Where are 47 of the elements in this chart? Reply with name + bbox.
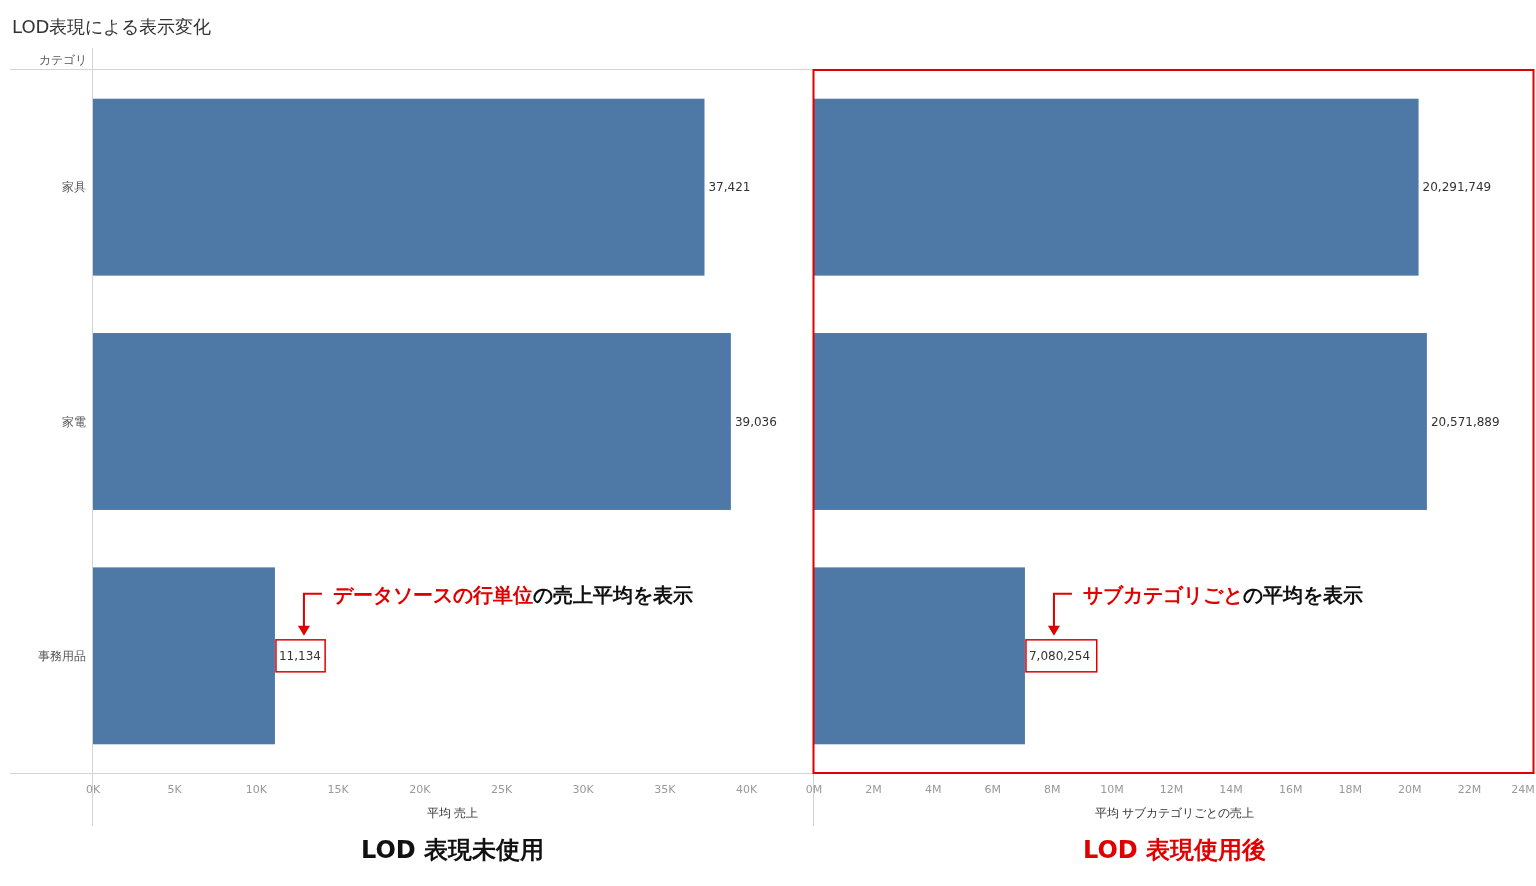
x-tick-label: 25K — [490, 783, 513, 796]
x-tick-label: 40K — [736, 783, 759, 796]
x-tick-label: 8M — [1044, 783, 1061, 796]
x-tick-label: 10M — [1100, 783, 1124, 796]
annotation: の平均を表示 — [1242, 582, 1363, 607]
bar — [93, 333, 731, 510]
x-axis-title: 平均 サブカテゴリごとの売上 — [1094, 806, 1255, 820]
bar — [814, 333, 1427, 510]
bar — [93, 98, 705, 276]
x-tick-label: 12M — [1159, 783, 1184, 796]
y-tick-label: 家電 — [62, 414, 86, 429]
data-label: 7,080,254 — [1028, 648, 1091, 663]
x-tick-label: 4M — [924, 783, 942, 796]
text: LOD 表現使用後 — [1082, 836, 1267, 864]
data-label: 11,134 — [278, 648, 321, 663]
x-tick-label: 30K — [572, 783, 595, 796]
x-tick-label: 0K — [85, 783, 101, 796]
annotation: サブカテゴリごと — [1082, 582, 1243, 607]
data-label: 37,421 — [708, 180, 751, 195]
x-tick-label: 16M — [1278, 783, 1303, 796]
x-tick-label: 20K — [409, 783, 432, 796]
x-tick-label: 10K — [245, 783, 268, 796]
x-tick-label: 22M — [1457, 783, 1482, 796]
chart-title: LOD表現による表示変化 — [12, 16, 212, 37]
x-tick-label: 15K — [327, 783, 350, 796]
data-label: 20,291,749 — [1422, 180, 1492, 195]
x-tick-label: 2M — [865, 783, 882, 796]
bar — [814, 567, 1025, 745]
data-label: 39,036 — [734, 414, 777, 429]
x-tick-label: 5K — [167, 783, 183, 796]
y-tick-label: 事務用品 — [38, 648, 86, 663]
x-tick-label: 14M — [1219, 783, 1243, 796]
annotation: の売上平均を表示 — [532, 582, 693, 607]
annotation: データソースの行単位 — [332, 582, 533, 607]
x-tick-label: 35K — [654, 783, 677, 796]
y-tick-label: 家具 — [62, 180, 86, 195]
bar — [814, 98, 1419, 276]
x-axis-title: 平均 売上 — [426, 806, 479, 820]
data-label: 20,571,889 — [1430, 414, 1500, 429]
x-tick-label: 20M — [1398, 783, 1422, 796]
text: LOD 表現未使用 — [360, 836, 545, 864]
x-tick-label: 18M — [1338, 783, 1363, 796]
y-axis-title: カテゴリ — [39, 53, 87, 67]
x-tick-label: 0M — [805, 783, 823, 796]
x-tick-label: 24M — [1511, 783, 1535, 796]
x-tick-label: 6M — [984, 783, 1002, 796]
bar — [93, 567, 275, 745]
